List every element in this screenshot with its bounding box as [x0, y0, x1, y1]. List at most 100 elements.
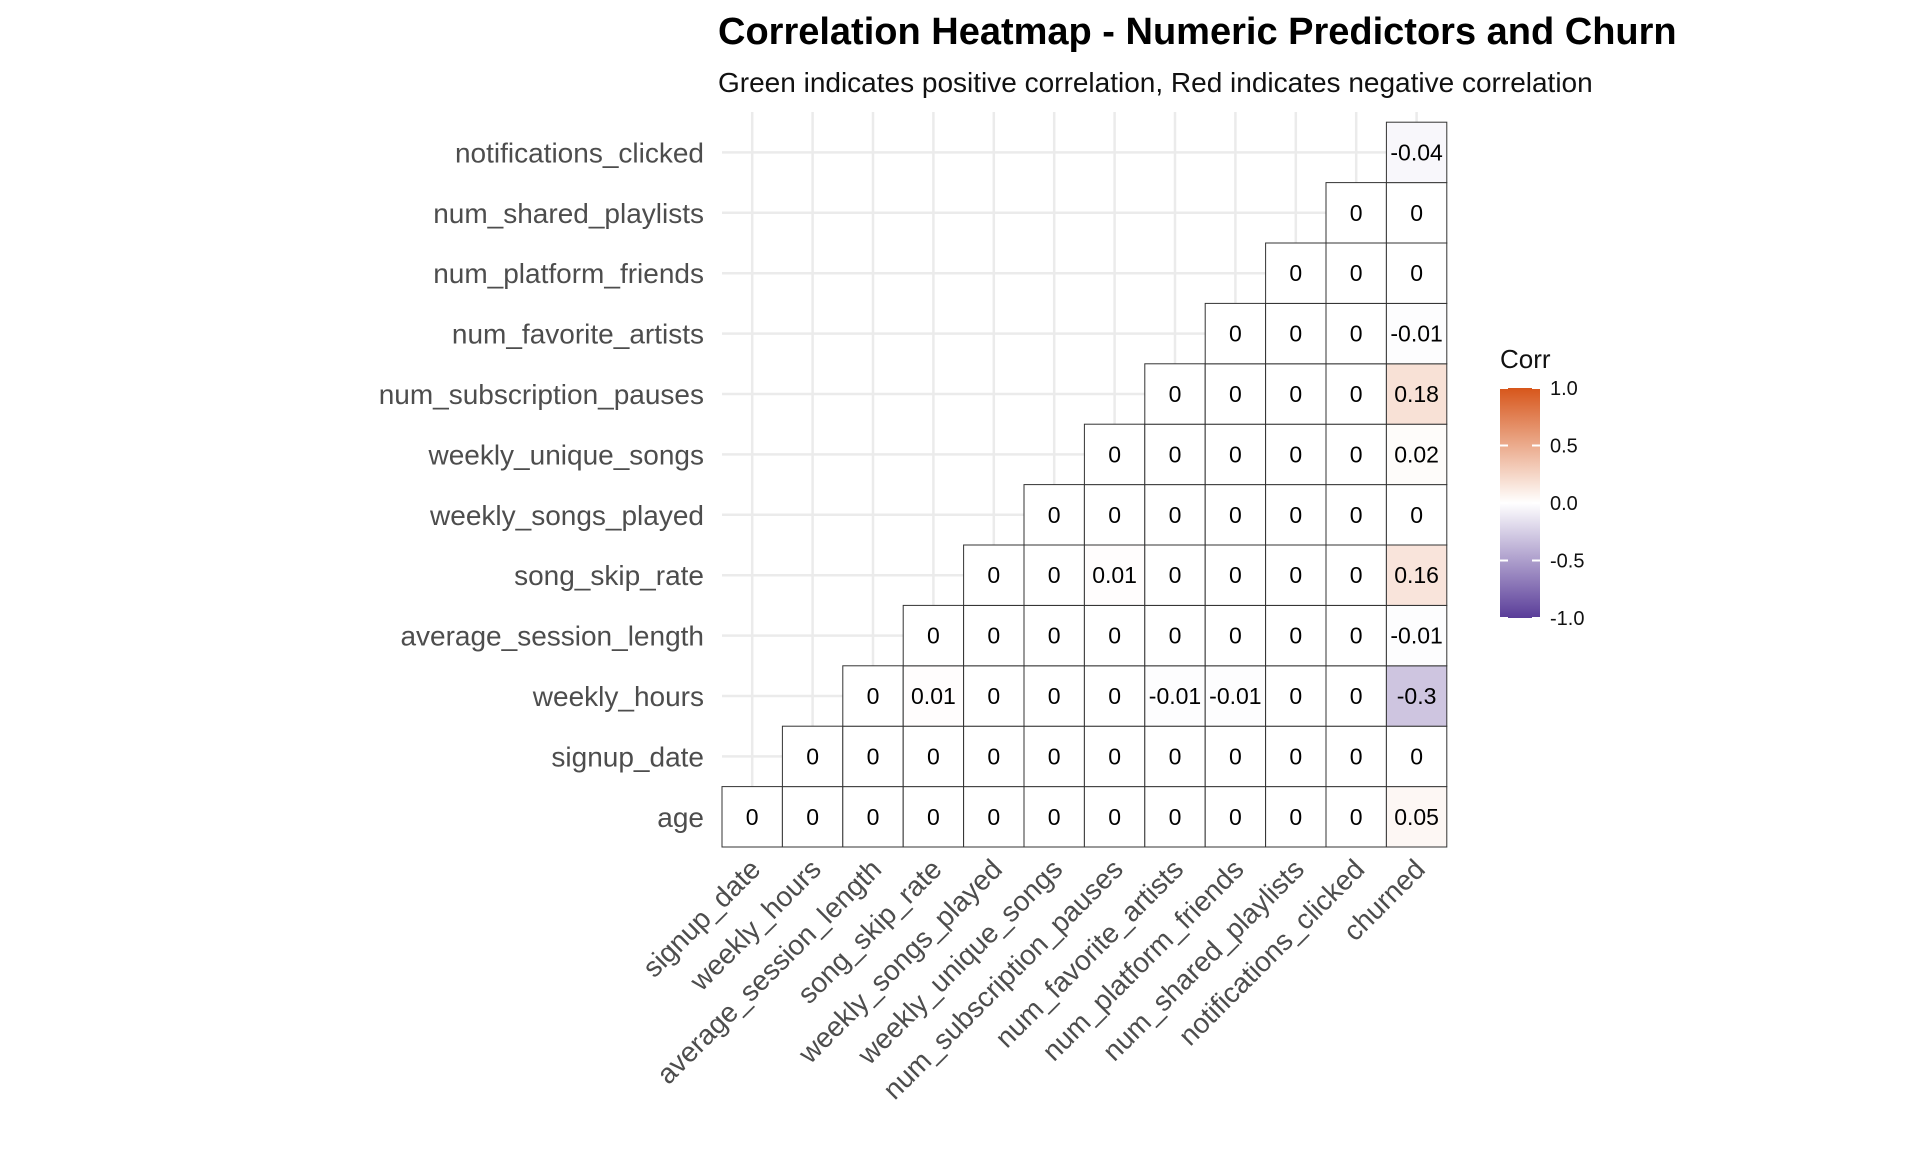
cell-value-label: 0 [1350, 502, 1363, 528]
heatmap-cell [963, 725, 1025, 788]
cell-value-label: 0 [1350, 743, 1363, 769]
cell-value-label: 0.01 [1092, 562, 1137, 588]
cell-value-label: 0 [1169, 623, 1182, 649]
cell-value-label: 0 [927, 804, 940, 830]
cell-value-label: 0 [1108, 804, 1121, 830]
cell-value-label: 0 [1350, 441, 1363, 467]
cell-value-label: 0 [927, 623, 940, 649]
y-tick-label: num_platform_friends [433, 258, 704, 289]
heatmap-cell [1204, 604, 1267, 667]
heatmap-cell [1204, 423, 1267, 486]
cell-value-label: 0 [867, 743, 880, 769]
heatmap-cell [1083, 484, 1146, 546]
cell-value-label: 0 [1289, 623, 1302, 649]
cell-value-label: -0.04 [1390, 139, 1443, 165]
cell-value-label: 0 [1229, 804, 1242, 830]
legend-title: Corr [1500, 344, 1551, 374]
heatmap-cell [1144, 544, 1206, 606]
heatmap-cell [1385, 544, 1448, 606]
heatmap-cell [1144, 423, 1206, 486]
heatmap-cell [902, 725, 965, 788]
cell-value-label: 0 [1289, 260, 1302, 286]
cell-value-label: 0.05 [1394, 804, 1439, 830]
y-tick-label: age [657, 802, 704, 833]
cell-value-label: 0 [806, 804, 819, 830]
heatmap-cell [1265, 484, 1327, 546]
heatmap-cell [1385, 121, 1448, 184]
legend: Corr 1.0 0.5 0.0 -0.5 -1.0 [1500, 344, 1584, 630]
heatmap-cell [1144, 604, 1206, 667]
cell-value-label: 0 [1229, 743, 1242, 769]
y-axis-tick-labels: age signup_date weekly_hours average_sessio… [379, 137, 704, 832]
cell-value-label: 0 [1169, 743, 1182, 769]
heatmap-cell [1083, 544, 1146, 606]
heatmap-cell [1325, 363, 1387, 425]
cell-value-label: 0 [1048, 743, 1061, 769]
cell-value-label: 0.02 [1394, 441, 1439, 467]
legend-tick-label: -0.5 [1550, 551, 1584, 573]
heatmap-cell [1023, 604, 1085, 667]
heatmap-cell [1325, 725, 1387, 788]
y-tick-label: num_subscription_pauses [379, 379, 704, 410]
heatmap-cell [1325, 302, 1387, 365]
heatmap-cell [1265, 725, 1327, 788]
cell-value-label: 0.01 [911, 683, 956, 709]
cell-value-label: -0.01 [1149, 683, 1201, 709]
heatmap-cell [1265, 786, 1327, 848]
cell-value-label: 0 [1289, 502, 1302, 528]
heatmap-cell [1144, 786, 1206, 848]
cell-value-label: 0 [1169, 502, 1182, 528]
cell-value-label: 0 [1350, 381, 1363, 407]
heatmap-cell [1325, 242, 1387, 304]
heatmap-cell [1385, 182, 1448, 244]
heatmap-cell [1204, 484, 1267, 546]
cell-value-label: 0 [1229, 562, 1242, 588]
heatmap-cell [1385, 604, 1448, 667]
heatmap-cell [902, 604, 965, 667]
cell-value-label: 0 [1048, 804, 1061, 830]
cell-value-label: 0.16 [1394, 562, 1439, 588]
cell-value-label: 0 [1289, 321, 1302, 347]
heatmap-cell [1265, 665, 1327, 727]
legend-tick-label: 1.0 [1550, 378, 1578, 400]
heatmap-cell [1083, 604, 1146, 667]
cell-value-label: 0 [1229, 321, 1242, 347]
heatmap-cell [781, 786, 844, 848]
cell-value-label: 0 [1289, 562, 1302, 588]
y-tick-label: weekly_songs_played [429, 500, 704, 531]
heatmap-cell [1144, 363, 1206, 425]
cell-value-label: -0.01 [1390, 321, 1442, 347]
chart-subtitle: Green indicates positive correlation, Re… [718, 67, 1593, 98]
heatmap-cell [1023, 725, 1085, 788]
cell-value-label: 0 [1229, 441, 1242, 467]
cell-value-label: 0 [1108, 623, 1121, 649]
heatmap-cell [842, 665, 904, 727]
cell-value-label: 0 [1048, 683, 1061, 709]
heatmap-cell [1083, 725, 1146, 788]
heatmap-cell [1083, 665, 1146, 727]
cell-value-label: 0 [1410, 743, 1423, 769]
y-tick-label: weekly_unique_songs [427, 439, 704, 470]
cell-value-label: 0 [1169, 562, 1182, 588]
cell-value-label: 0 [987, 623, 1000, 649]
cell-value-label: 0 [987, 562, 1000, 588]
heatmap-cell [1385, 484, 1448, 546]
heatmap-cell [721, 786, 783, 848]
heatmap-cell [1325, 484, 1387, 546]
heatmap-cell [963, 604, 1025, 667]
cell-value-label: 0 [1048, 623, 1061, 649]
heatmap-cell [1023, 786, 1085, 848]
legend-tick-label: 0.5 [1550, 436, 1578, 458]
cell-value-label: 0 [1410, 200, 1423, 226]
heatmap-cell [1325, 544, 1387, 606]
cell-value-label: 0 [1350, 683, 1363, 709]
cell-value-label: 0 [987, 804, 1000, 830]
cell-value-label: 0 [1350, 804, 1363, 830]
y-tick-label: weekly_hours [532, 681, 704, 712]
cell-value-label: 0 [1108, 441, 1121, 467]
y-tick-label: num_shared_playlists [433, 198, 704, 229]
cell-value-label: 0 [1350, 321, 1363, 347]
heatmap-cell [1023, 484, 1085, 546]
cell-value-label: 0 [1410, 502, 1423, 528]
